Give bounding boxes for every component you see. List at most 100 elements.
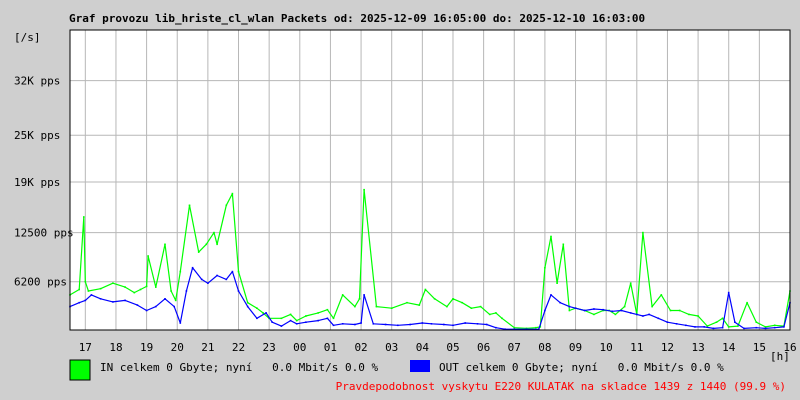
data-point-out (712, 327, 715, 330)
data-point-in (721, 317, 724, 320)
data-point-out (525, 328, 528, 330)
legend-out-label: OUT celkem 0 Gbyte; nyní 0.0 Mbit/s 0.0 … (439, 361, 724, 374)
data-point-in (470, 307, 473, 309)
data-point-out (666, 321, 669, 323)
data-point-out (372, 323, 375, 325)
data-point-in (164, 243, 166, 246)
data-point-out (207, 282, 209, 284)
data-point-out (559, 301, 561, 304)
data-point-out (155, 305, 157, 308)
chart-title: Graf provozu lib_hriste_cl_wlan Packets … (69, 12, 645, 25)
plot-border (69, 29, 791, 331)
data-point-in (225, 204, 228, 207)
x-tick-label: 19 (140, 341, 153, 354)
data-point-in (188, 204, 191, 207)
data-point-in (213, 231, 215, 234)
data-point-out (326, 317, 329, 320)
data-point-out (568, 305, 571, 308)
data-point-in (139, 288, 142, 291)
data-point-in (87, 290, 90, 292)
data-point-out (611, 310, 614, 313)
data-point-out (280, 325, 283, 327)
x-tick-label: 06 (477, 341, 490, 354)
data-point-in (84, 280, 87, 283)
x-tick-label: 08 (538, 341, 551, 354)
data-point-out (136, 304, 139, 306)
data-point-in (446, 305, 448, 308)
x-tick-label: 23 (263, 341, 276, 354)
data-point-in (614, 313, 617, 316)
data-point-in (216, 243, 218, 246)
data-point-out (145, 309, 148, 312)
data-point-out (332, 324, 335, 327)
x-tick-label: 04 (416, 341, 430, 354)
data-point-out (648, 313, 650, 316)
data-point-out (84, 299, 87, 302)
data-point-in (697, 315, 699, 317)
data-point-out (783, 326, 785, 328)
data-point-in (764, 326, 767, 328)
data-point-in (179, 270, 182, 273)
data-point-out (164, 298, 166, 300)
data-point-in (715, 321, 718, 323)
data-point-out (593, 308, 595, 310)
data-point-in (418, 304, 421, 306)
data-point-in (556, 282, 558, 284)
data-point-out (764, 327, 767, 330)
data-point-in (145, 285, 148, 288)
x-tick-label: 02 (354, 341, 367, 354)
data-point-out (452, 324, 454, 327)
data-point-out (495, 326, 497, 329)
data-point-in (280, 317, 283, 320)
data-point-out (421, 322, 424, 324)
data-point-out (179, 322, 182, 324)
data-point-out (513, 328, 516, 330)
data-point-out (430, 323, 433, 325)
data-point-in (642, 231, 644, 234)
data-point-in (452, 298, 454, 300)
x-tick-label: 07 (508, 341, 521, 354)
data-point-in (112, 282, 114, 284)
series-group (69, 188, 791, 330)
legend-in-label: IN celkem 0 Gbyte; nyní 0.0 Mbit/s 0.0 % (100, 361, 379, 374)
data-point-out (271, 321, 273, 323)
data-point-out (237, 290, 240, 292)
data-point-out (256, 317, 258, 320)
y-tick-label: 25K pps (14, 129, 60, 142)
data-point-in (205, 243, 208, 246)
data-point-in (99, 287, 102, 290)
x-tick-label: 05 (446, 341, 459, 354)
data-point-out (544, 309, 546, 312)
data-point-out (265, 312, 267, 314)
y-axis: 6200 pps 12500 pps 19K pps 25K pps 32K pps (14, 75, 74, 289)
x-tick-label: 12 (661, 341, 674, 354)
data-point-in (305, 315, 307, 317)
data-point-out (360, 322, 362, 324)
data-point-in (501, 317, 503, 320)
data-point-in (593, 313, 595, 316)
x-axis-unit-label: [h] (770, 350, 790, 363)
data-point-out (703, 326, 705, 328)
data-point-in (170, 290, 172, 292)
data-point-in (341, 294, 344, 296)
x-tick-label: 03 (385, 341, 398, 354)
series-in (69, 188, 791, 330)
data-point-out (550, 294, 552, 296)
data-point-in (354, 305, 356, 308)
data-point-out (485, 323, 488, 326)
data-point-out (583, 309, 586, 312)
data-point-out (636, 313, 638, 316)
data-point-in (332, 317, 335, 320)
data-point-out (317, 319, 319, 322)
data-point-out (90, 294, 93, 296)
data-point-out (743, 327, 745, 330)
data-point-out (773, 326, 776, 329)
data-point-out (657, 317, 660, 320)
data-point-out (185, 290, 188, 292)
x-tick-label: 15 (753, 341, 766, 354)
data-point-out (225, 278, 228, 281)
series-line-in (69, 189, 791, 329)
data-point-out (191, 266, 194, 269)
data-point-in (629, 282, 632, 284)
